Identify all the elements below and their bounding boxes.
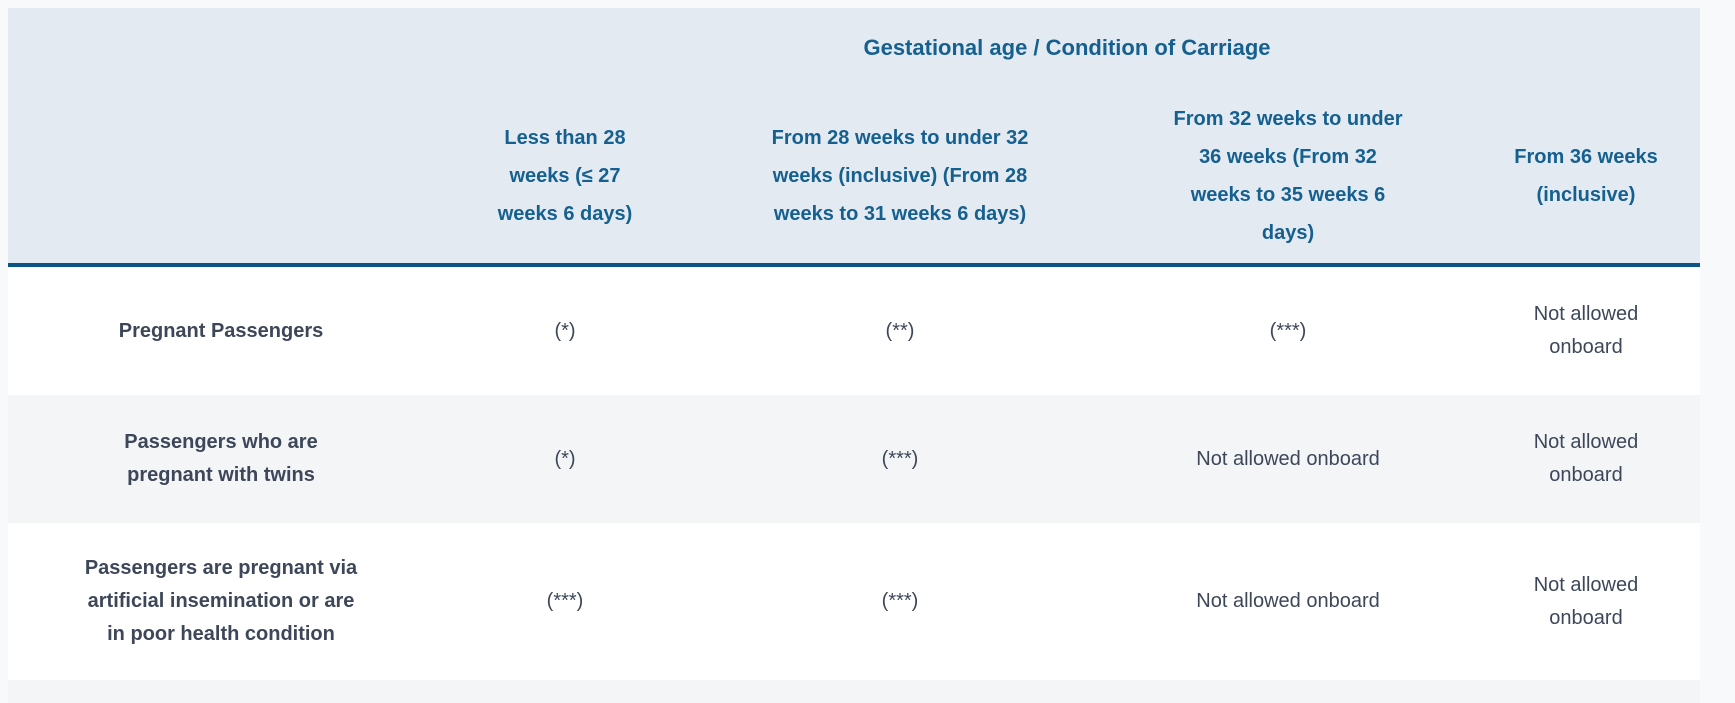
row-label-text: Passengers who are pregnant with twins: [124, 431, 318, 486]
table-cell: Not allowed onboard: [1104, 395, 1472, 523]
gestational-age-policy-table: Gestational age / Condition of Carriage …: [8, 8, 1700, 703]
row-label-pregnant-with-twins: Passengers who are pregnant with twins: [8, 395, 434, 523]
table-cell: Not allowed onboard: [1472, 395, 1700, 523]
table-cell-empty: [1472, 680, 1700, 703]
column-header-less-than-28-weeks: Less than 28 weeks (≤ 27 weeks 6 days): [434, 88, 696, 267]
table-cell: Not allowed onboard: [1472, 523, 1700, 680]
table-row-pregnant-passengers: Pregnant Passengers (*) (**) (***) Not a…: [8, 267, 1700, 395]
table-cell: Not allowed onboard: [1104, 523, 1472, 680]
table-cell-text: Not allowed onboard: [1533, 431, 1639, 486]
table-cell-empty: [1104, 680, 1472, 703]
table-cell: (**): [696, 267, 1104, 395]
table-title: Gestational age / Condition of Carriage: [434, 8, 1700, 88]
column-header-28-to-under-32-weeks: From 28 weeks to under 32 weeks (inclusi…: [696, 88, 1104, 267]
table-header: Gestational age / Condition of Carriage …: [8, 8, 1700, 267]
table-cell-text: Not allowed onboard: [1533, 573, 1639, 629]
table-row-artificial-insemination-or-poor-health: Passengers are pregnant via artificial i…: [8, 523, 1700, 680]
corner-cell: [8, 8, 434, 267]
table-cell: (***): [696, 523, 1104, 680]
row-label-text: Passengers are pregnant via artificial i…: [84, 557, 358, 645]
gestational-age-table-container: Gestational age / Condition of Carriage …: [8, 8, 1700, 703]
table-cell-empty: [8, 680, 434, 703]
table-row-partial: [8, 680, 1700, 703]
table-cell: (*): [434, 395, 696, 523]
column-header-label: From 28 weeks to under 32 weeks (inclusi…: [771, 126, 1029, 225]
column-header-from-36-weeks: From 36 weeks (inclusive): [1472, 88, 1700, 267]
table-cell-empty: [696, 680, 1104, 703]
row-label-artificial-insemination-or-poor-health: Passengers are pregnant via artificial i…: [8, 523, 434, 680]
table-cell: (*): [434, 267, 696, 395]
table-cell: (***): [434, 523, 696, 680]
row-label-pregnant-passengers: Pregnant Passengers: [8, 267, 434, 395]
table-cell: (***): [1104, 267, 1472, 395]
column-header-32-to-under-36-weeks: From 32 weeks to under 36 weeks (From 32…: [1104, 88, 1472, 267]
table-cell-text: Not allowed onboard: [1533, 303, 1639, 358]
column-header-label: Less than 28 weeks (≤ 27 weeks 6 days): [497, 126, 633, 225]
row-label-text: Pregnant Passengers: [118, 319, 324, 342]
table-row-pregnant-with-twins: Passengers who are pregnant with twins (…: [8, 395, 1700, 523]
table-cell: Not allowed onboard: [1472, 267, 1700, 395]
table-cell-empty: [434, 680, 696, 703]
table-cell: (***): [696, 395, 1104, 523]
column-header-label: From 32 weeks to under 36 weeks (From 32…: [1173, 107, 1403, 244]
column-header-label: From 36 weeks (inclusive): [1514, 145, 1658, 206]
table-body: Pregnant Passengers (*) (**) (***) Not a…: [8, 267, 1700, 703]
